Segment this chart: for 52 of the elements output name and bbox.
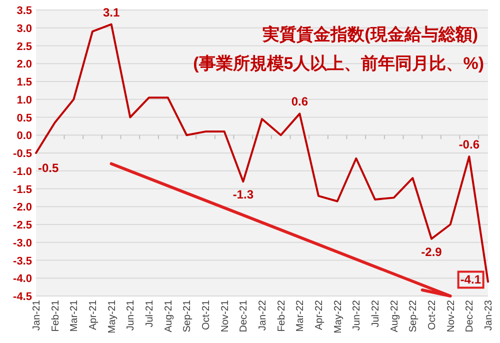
x-tick-label: Aug-21 (163, 300, 174, 332)
x-tick-label: Jul-22 (370, 300, 382, 328)
y-tick-label: 3.5 (16, 5, 32, 17)
x-tick-label: Apr-21 (88, 300, 99, 330)
x-tick-label: Dec-21 (238, 300, 250, 332)
x-tick-label: Mar-21 (69, 300, 80, 332)
x-tick-label: Mar-22 (295, 300, 306, 332)
y-tick-label: -1.0 (13, 166, 32, 178)
data-label: -2.9 (421, 244, 442, 259)
y-tick-label: -4.0 (13, 273, 32, 286)
x-tick-label: Sep-22 (408, 300, 420, 332)
x-tick-label: Nov-22 (446, 300, 457, 332)
data-label: 0.6 (291, 94, 308, 109)
x-tick-label: Aug-22 (389, 300, 400, 332)
x-tick-label: Sep-21 (182, 300, 194, 332)
data-label: -1.3 (232, 188, 254, 202)
y-tick-label: -1.5 (13, 184, 32, 196)
x-tick-label: Dec-22 (464, 300, 476, 332)
text: 実質賃金指数(現金給与総額) (262, 25, 478, 44)
x-tick-label: Feb-21 (50, 300, 62, 332)
y-tick-label: 2.0 (16, 58, 32, 71)
x-tick-label: Jan-22 (258, 300, 268, 331)
x-tick-label: Oct-21 (201, 300, 212, 330)
x-tick-label: Jun-21 (126, 300, 137, 331)
x-tick-label: Jan-23 (484, 300, 494, 331)
x-tick-label: May-21 (106, 300, 118, 334)
text: (事業所規模5人以上、前年同月比、%) (193, 54, 484, 73)
x-tick-label: Jul-21 (144, 300, 156, 328)
y-tick-label: -3.5 (13, 255, 32, 268)
x-tick-label: Nov-21 (220, 300, 231, 332)
data-label: -0.5 (38, 161, 60, 175)
y-tick-label: 1.0 (16, 94, 32, 106)
y-tick-label: 0.0 (16, 130, 32, 142)
x-tick-label: Oct-22 (427, 300, 438, 330)
data-label: -0.6 (458, 138, 480, 152)
y-tick-label: 0.5 (16, 112, 32, 124)
y-tick-label: -2.5 (13, 220, 32, 232)
data-label: -4.1 (460, 272, 482, 287)
x-tick-label: Jan-21 (32, 300, 42, 331)
y-tick-label: -2.0 (13, 202, 32, 214)
x-tick-label: Jun-22 (352, 300, 363, 331)
y-tick-label: -0.5 (13, 148, 32, 160)
data-label: 3.1 (102, 5, 120, 20)
line-series (35, 23, 489, 283)
x-tick-label: Apr-22 (314, 300, 325, 330)
y-tick-label: 3.0 (16, 22, 32, 35)
y-tick-label: -3.0 (13, 237, 32, 250)
y-tick-label: 1.5 (16, 76, 32, 88)
x-tick-label: Feb-22 (276, 300, 288, 332)
y-tick-label: -4.5 (13, 291, 32, 303)
x-tick-label: May-22 (332, 300, 344, 334)
y-tick-label: 2.5 (16, 40, 32, 53)
